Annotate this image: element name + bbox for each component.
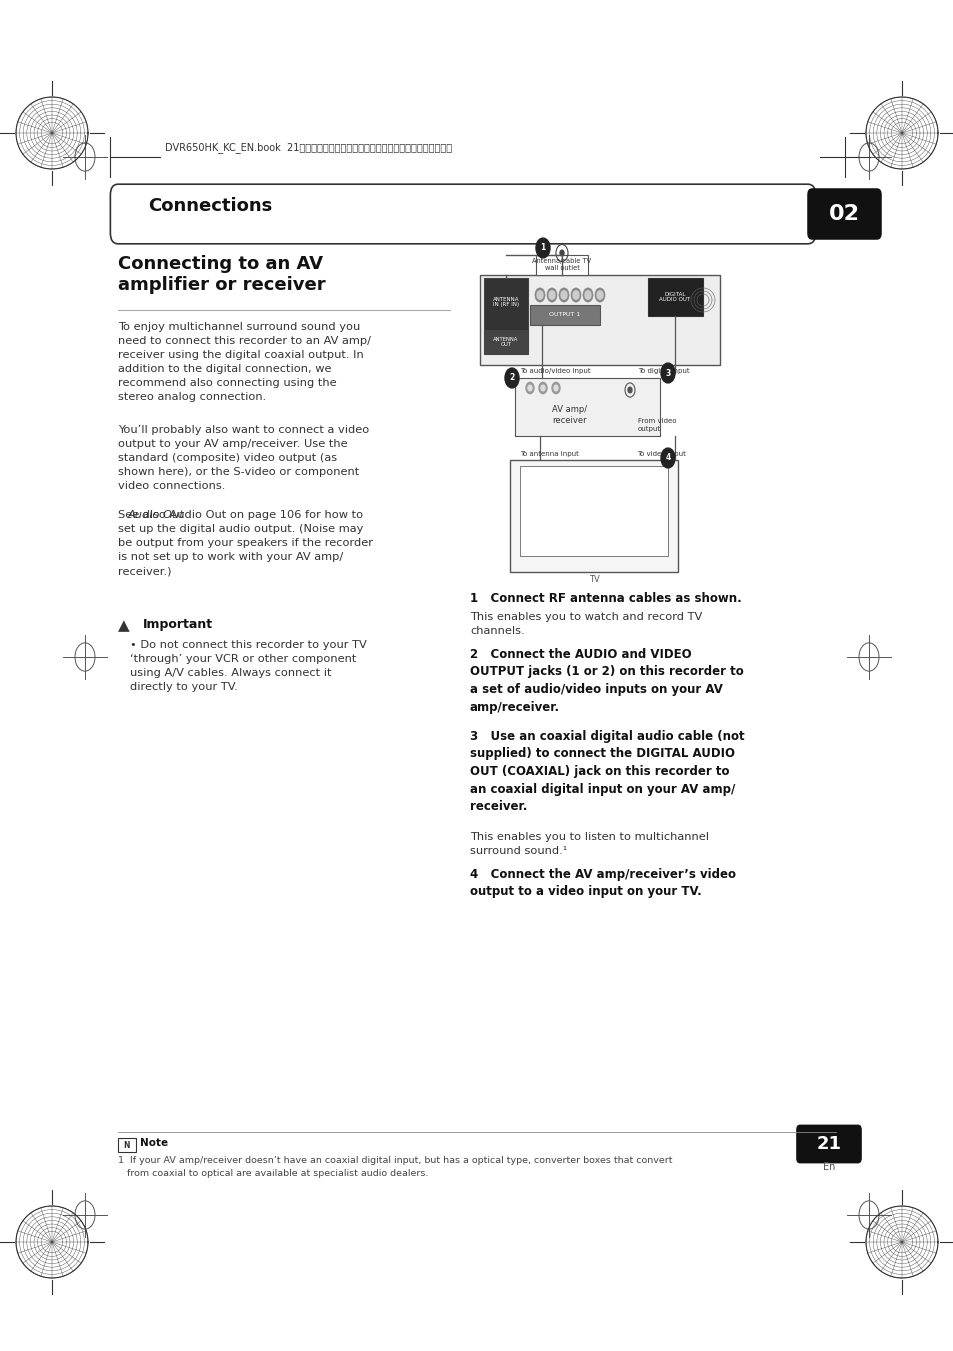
Text: DVR650HK_KC_EN.book  21ページ　２００７年２月２１日　水曜日　午後４時３１分: DVR650HK_KC_EN.book 21ページ ２００７年２月２１日 水曜日… <box>165 143 452 154</box>
Circle shape <box>582 288 593 303</box>
Text: To enjoy multichannel surround sound you
need to connect this recorder to an AV : To enjoy multichannel surround sound you… <box>118 322 371 403</box>
Bar <box>647 278 702 316</box>
Text: AV amp/
receiver: AV amp/ receiver <box>552 405 587 426</box>
Circle shape <box>536 238 550 258</box>
Bar <box>479 276 720 365</box>
Circle shape <box>554 385 558 390</box>
Text: Connections: Connections <box>148 197 272 215</box>
Text: ANTENNA
OUT: ANTENNA OUT <box>493 336 518 347</box>
Text: This enables you to watch and record TV
channels.: This enables you to watch and record TV … <box>470 612 701 636</box>
Text: Important: Important <box>143 617 213 631</box>
Text: See also Audio Out on page 106 for how to
set up the digital audio output. (Nois: See also Audio Out on page 106 for how t… <box>118 509 373 576</box>
Text: Audio Out: Audio Out <box>128 509 185 520</box>
Text: 21: 21 <box>816 1135 841 1152</box>
FancyBboxPatch shape <box>111 184 815 243</box>
Text: Antenna/cable TV
wall outlet: Antenna/cable TV wall outlet <box>532 258 591 272</box>
Text: 4   Connect the AV amp/receiver’s video
output to a video input on your TV.: 4 Connect the AV amp/receiver’s video ou… <box>470 867 735 898</box>
Text: You’ll probably also want to connect a video
output to your AV amp/receiver. Use: You’ll probably also want to connect a v… <box>118 426 369 490</box>
Text: ▲: ▲ <box>118 617 130 634</box>
Circle shape <box>548 290 555 300</box>
Circle shape <box>535 288 544 303</box>
Circle shape <box>504 367 518 388</box>
Circle shape <box>525 382 534 393</box>
Text: 4: 4 <box>664 454 670 462</box>
Bar <box>530 305 599 326</box>
Text: 1   Connect RF antenna cables as shown.: 1 Connect RF antenna cables as shown. <box>470 592 741 605</box>
Text: OUTPUT 1: OUTPUT 1 <box>549 312 580 317</box>
Bar <box>519 466 667 557</box>
Text: 1: 1 <box>539 243 545 253</box>
Bar <box>483 278 527 330</box>
Bar <box>510 459 678 571</box>
Circle shape <box>573 290 578 300</box>
FancyBboxPatch shape <box>806 188 881 239</box>
Circle shape <box>584 290 590 300</box>
Circle shape <box>595 288 604 303</box>
Circle shape <box>560 290 566 300</box>
FancyBboxPatch shape <box>796 1124 861 1163</box>
Text: To antenna input: To antenna input <box>519 451 578 457</box>
Text: N: N <box>124 1140 131 1150</box>
Circle shape <box>660 449 675 467</box>
Bar <box>515 378 659 436</box>
Text: To digital input: To digital input <box>638 367 689 374</box>
Text: This enables you to listen to multichannel
surround sound.¹: This enables you to listen to multichann… <box>470 832 708 857</box>
Text: • Do not connect this recorder to your TV
‘through’ your VCR or other component
: • Do not connect this recorder to your T… <box>130 640 366 692</box>
Bar <box>483 330 527 354</box>
Circle shape <box>571 288 580 303</box>
Text: 3   Use an coaxial digital audio cable (not
supplied) to connect the DIGITAL AUD: 3 Use an coaxial digital audio cable (no… <box>470 730 744 813</box>
Circle shape <box>627 388 631 393</box>
Text: 3: 3 <box>664 369 670 377</box>
Circle shape <box>538 382 546 393</box>
Text: 1  If your AV amp/receiver doesn’t have an coaxial digital input, but has a opti: 1 If your AV amp/receiver doesn’t have a… <box>118 1156 672 1178</box>
Text: 02: 02 <box>827 204 859 224</box>
Text: ANTENNA
IN (RF IN): ANTENNA IN (RF IN) <box>493 297 518 308</box>
Text: 2   Connect the AUDIO and VIDEO
OUTPUT jacks (1 or 2) on this recorder to
a set : 2 Connect the AUDIO and VIDEO OUTPUT jac… <box>470 648 743 713</box>
Text: DIGITAL
AUDIO OUT: DIGITAL AUDIO OUT <box>659 292 690 303</box>
Circle shape <box>558 288 568 303</box>
Text: 2: 2 <box>509 373 514 382</box>
Text: TV: TV <box>588 576 598 584</box>
Text: Connecting to an AV
amplifier or receiver: Connecting to an AV amplifier or receive… <box>118 255 325 295</box>
Circle shape <box>597 290 602 300</box>
Text: Note: Note <box>140 1138 168 1148</box>
Circle shape <box>559 250 563 255</box>
Circle shape <box>537 290 542 300</box>
Text: To video input: To video input <box>637 451 685 457</box>
Text: From video
output: From video output <box>638 417 676 431</box>
Bar <box>536 255 587 276</box>
Circle shape <box>552 382 559 393</box>
Circle shape <box>527 385 532 390</box>
Circle shape <box>660 363 675 382</box>
Text: En: En <box>821 1162 834 1173</box>
Bar <box>118 1138 136 1152</box>
Text: To audio/video input: To audio/video input <box>519 367 590 374</box>
Circle shape <box>546 288 557 303</box>
Circle shape <box>540 385 544 390</box>
